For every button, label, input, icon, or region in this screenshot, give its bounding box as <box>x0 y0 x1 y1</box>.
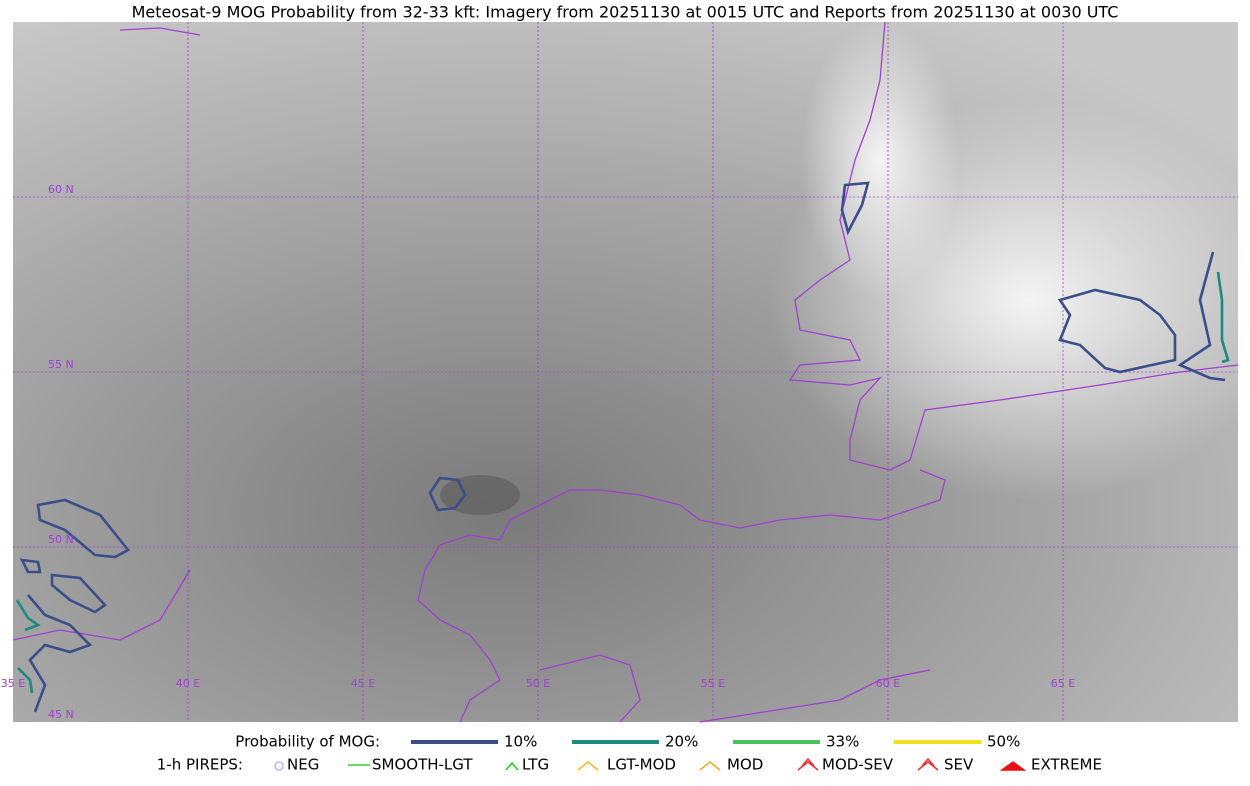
map: 60 N 55 N 50 N 45 N 35 E 40 E 45 E 50 E … <box>1 20 1250 723</box>
legend-label: MOD-SEV <box>822 756 894 774</box>
legend-icon <box>917 757 939 771</box>
legend-label: EXTREME <box>1031 756 1102 774</box>
legend-title: Probability of MOG: <box>235 733 380 751</box>
lon-label: 60 E <box>876 677 900 690</box>
legend-icon <box>505 761 519 771</box>
lat-labels: 60 N 55 N 50 N 45 N <box>48 183 74 721</box>
legend-label: 33% <box>826 733 859 751</box>
mog-contours <box>15 181 1230 713</box>
lat-label: 45 N <box>48 708 74 721</box>
lon-label: 40 E <box>176 677 200 690</box>
grid <box>13 22 1238 722</box>
lat-label: 60 N <box>48 183 74 196</box>
legend-label: NEG <box>287 756 319 774</box>
lon-label: 35 E <box>1 677 25 690</box>
legend-label: 20% <box>665 733 698 751</box>
legend-icon <box>797 757 819 771</box>
legend-icon <box>577 761 599 771</box>
legend-label: 50% <box>987 733 1020 751</box>
legend-label: 10% <box>504 733 537 751</box>
lat-label: 55 N <box>48 358 74 371</box>
title: Meteosat-9 MOG Probability from 32-33 kf… <box>132 3 1119 22</box>
legend-icon <box>999 761 1027 771</box>
legend: Probability of MOG: 1-h PIREPS: 10% 20% 33… <box>157 733 1102 774</box>
legend-title: 1-h PIREPS: <box>157 756 243 774</box>
lon-labels: 35 E 40 E 45 E 50 E 55 E 60 E 65 E <box>1 677 1075 690</box>
cloud <box>800 20 960 300</box>
legend-icon <box>274 761 284 771</box>
lat-label: 50 N <box>48 533 74 546</box>
legend-label: SEV <box>944 756 974 774</box>
lon-label: 55 E <box>701 677 725 690</box>
legend-label: SMOOTH-LGT <box>372 756 473 774</box>
legend-label: MOD <box>727 756 763 774</box>
lon-label: 65 E <box>1051 677 1075 690</box>
coastlines <box>12 21 1239 723</box>
legend-label: LGT-MOD <box>607 756 676 774</box>
legend-icon <box>699 761 721 771</box>
lon-label: 50 E <box>526 677 550 690</box>
lon-label: 45 E <box>351 677 375 690</box>
legend-label: LTG <box>522 756 549 774</box>
